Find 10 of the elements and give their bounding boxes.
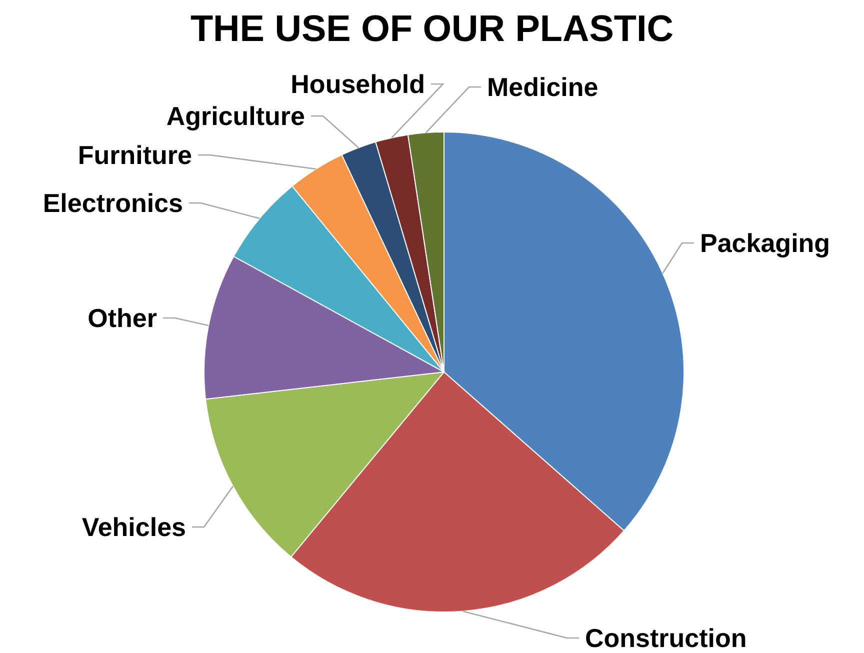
chart-title: THE USE OF OUR PLASTIC [189,8,675,50]
slice-label: Medicine [487,72,598,102]
slice-label: Agriculture [166,101,305,131]
slice-label: Electronics [42,188,183,218]
slice-label: Packaging [700,228,830,258]
slice-label: Vehicles [82,512,186,542]
slice-label: Household [290,69,425,99]
slice-label: Furniture [78,140,192,170]
slice-label: Other [88,303,157,333]
slice-label: Construction [585,623,747,653]
